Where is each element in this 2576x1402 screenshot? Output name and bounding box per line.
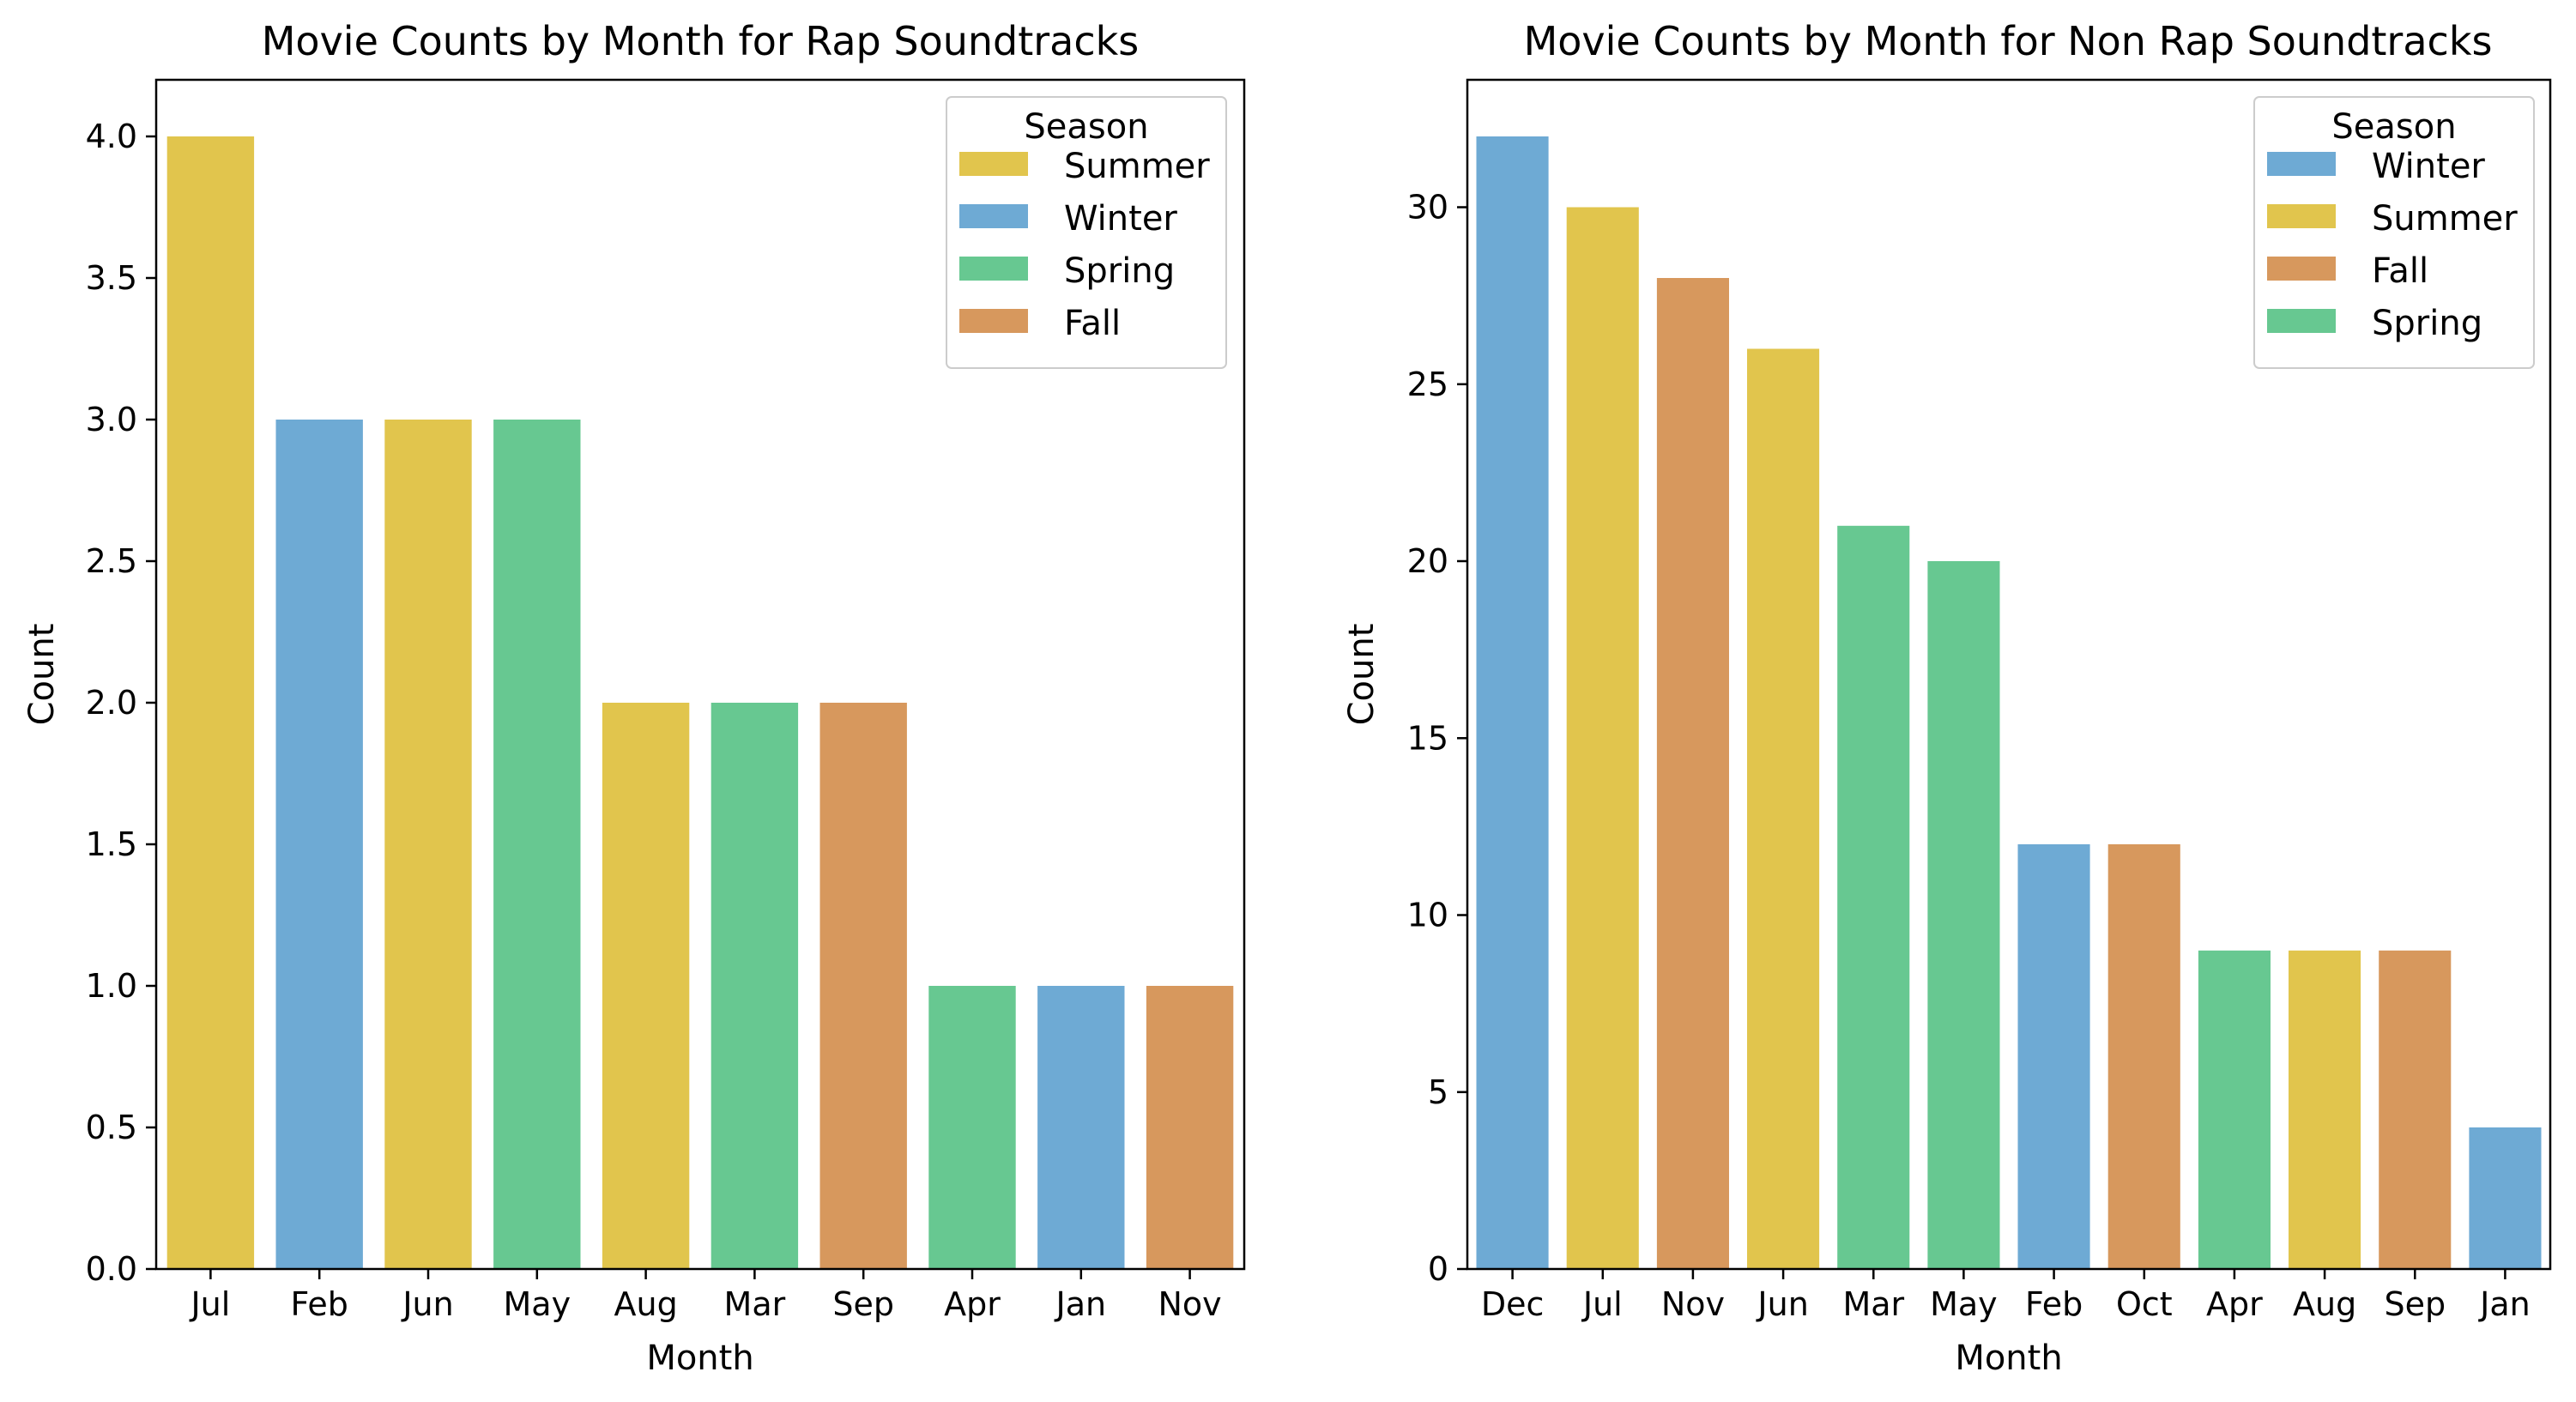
legend-label-summer: Summer bbox=[1064, 147, 1210, 186]
bar-jan bbox=[1037, 986, 1125, 1269]
bar-jan bbox=[2469, 1127, 2542, 1269]
x-tick-label: Apr bbox=[944, 1285, 1001, 1323]
y-tick-label: 10 bbox=[1407, 897, 1448, 934]
bar-aug bbox=[602, 703, 690, 1269]
bar-mar bbox=[1837, 525, 1910, 1270]
bar-sep bbox=[2379, 950, 2452, 1270]
y-tick-label: 0.5 bbox=[86, 1109, 137, 1146]
x-tick-label: Feb bbox=[2025, 1285, 2083, 1323]
bar-oct bbox=[2107, 844, 2180, 1269]
x-tick-label: Aug bbox=[614, 1285, 677, 1323]
legend-label-fall: Fall bbox=[2372, 251, 2428, 291]
bar-may bbox=[493, 420, 581, 1269]
x-tick-label: Jan bbox=[1055, 1285, 1107, 1323]
bar-nov bbox=[1146, 986, 1234, 1269]
y-tick-label: 15 bbox=[1407, 719, 1448, 757]
y-tick-label: 2.5 bbox=[86, 542, 137, 580]
x-tick-label: Jan bbox=[2478, 1285, 2531, 1323]
y-tick-label: 30 bbox=[1407, 189, 1448, 227]
bar-may bbox=[1927, 561, 2000, 1269]
legend-label-spring: Spring bbox=[2372, 304, 2482, 343]
y-tick-label: 3.0 bbox=[86, 401, 137, 438]
legend-swatch-spring bbox=[2267, 309, 2336, 333]
legend-swatch-summer bbox=[959, 152, 1028, 176]
x-tick-label: Aug bbox=[2293, 1285, 2356, 1323]
y-axis-label: Count bbox=[1342, 624, 1382, 726]
y-axis-label: Count bbox=[22, 624, 62, 726]
x-tick-label: Oct bbox=[2116, 1285, 2173, 1323]
x-axis-ticks: Dec Jul Nov Jun Mar May Feb Oct Apr Aug Sep Jan bbox=[1481, 1269, 2531, 1323]
legend-swatch-fall bbox=[2267, 257, 2336, 281]
bar-sep bbox=[819, 703, 907, 1269]
x-tick-label: Nov bbox=[1158, 1285, 1222, 1323]
legend-label-spring: Spring bbox=[1064, 251, 1175, 291]
chart-non-rap-soundtracks: Movie Counts by Month for Non Rap Soundt… bbox=[1342, 18, 2552, 1378]
y-tick-label: 0.0 bbox=[86, 1250, 137, 1288]
chart-rap-soundtracks: Movie Counts by Month for Rap Soundtrack… bbox=[22, 18, 1246, 1378]
x-axis-ticks: Jul Feb Jun May Aug Mar Sep Apr Jan Nov bbox=[189, 1269, 1222, 1323]
bar-feb bbox=[275, 420, 363, 1269]
bar-dec bbox=[1476, 136, 1549, 1269]
x-tick-label: Apr bbox=[2206, 1285, 2263, 1323]
x-axis-label: Month bbox=[646, 1339, 753, 1378]
x-tick-label: Jun bbox=[401, 1285, 453, 1323]
bar-jul bbox=[166, 136, 255, 1269]
x-axis-label: Month bbox=[1955, 1339, 2062, 1378]
bar-jun bbox=[384, 420, 472, 1269]
bar-mar bbox=[711, 703, 799, 1269]
legend-label-fall: Fall bbox=[1064, 304, 1121, 343]
y-tick-label: 20 bbox=[1407, 542, 1448, 580]
bar-jul bbox=[1566, 207, 1639, 1269]
legend: Season Winter Summer Fall Spring bbox=[2253, 96, 2535, 369]
legend-swatch-spring bbox=[959, 257, 1028, 281]
x-tick-label: Mar bbox=[1842, 1285, 1904, 1323]
y-tick-label: 3.5 bbox=[86, 259, 137, 297]
x-tick-label: Sep bbox=[832, 1285, 894, 1323]
legend-swatch-winter bbox=[959, 204, 1028, 228]
plot-frame bbox=[1466, 78, 2552, 1271]
bar-apr bbox=[2198, 950, 2271, 1270]
x-tick-label: May bbox=[1930, 1285, 1998, 1323]
y-tick-label: 4.0 bbox=[86, 118, 137, 155]
y-tick-label: 2.0 bbox=[86, 684, 137, 722]
x-tick-label: Mar bbox=[724, 1285, 786, 1323]
y-axis-ticks: 0.0 0.5 1.0 1.5 2.0 2.5 3.0 3.5 4.0 bbox=[86, 118, 156, 1288]
y-tick-label: 0 bbox=[1428, 1250, 1448, 1288]
bar-nov bbox=[1656, 278, 1729, 1269]
legend-title: Season bbox=[1024, 107, 1148, 147]
plot-frame bbox=[154, 78, 1246, 1271]
legend-items: Winter Summer Fall Spring bbox=[2267, 147, 2518, 343]
x-tick-label: Jun bbox=[1756, 1285, 1808, 1323]
bar-jun bbox=[1747, 348, 1820, 1269]
y-tick-label: 1.5 bbox=[86, 825, 137, 863]
legend-items: Summer Winter Spring Fall bbox=[959, 147, 1210, 343]
chart-title: Movie Counts by Month for Non Rap Soundt… bbox=[1524, 18, 2493, 64]
legend-swatch-summer bbox=[2267, 204, 2336, 228]
x-tick-label: Dec bbox=[1481, 1285, 1545, 1323]
bar-aug bbox=[2289, 950, 2361, 1270]
y-tick-label: 5 bbox=[1428, 1073, 1448, 1111]
legend-label-summer: Summer bbox=[2372, 199, 2518, 239]
y-tick-label: 1.0 bbox=[86, 967, 137, 1005]
legend-swatch-fall bbox=[959, 309, 1028, 333]
legend-label-winter: Winter bbox=[2372, 147, 2485, 186]
legend-swatch-winter bbox=[2267, 152, 2336, 176]
bars bbox=[166, 136, 1234, 1269]
x-tick-label: Jul bbox=[189, 1285, 230, 1323]
legend: Season Summer Winter Spring Fall bbox=[946, 96, 1227, 369]
legend-title: Season bbox=[2331, 107, 2456, 147]
bar-apr bbox=[928, 986, 1016, 1269]
legend-label-winter: Winter bbox=[1064, 199, 1177, 239]
x-tick-label: Jul bbox=[1581, 1285, 1623, 1323]
bars bbox=[1476, 136, 2542, 1270]
y-axis-ticks: 0 5 10 15 20 25 30 bbox=[1407, 189, 1467, 1288]
x-tick-label: Feb bbox=[291, 1285, 348, 1323]
x-tick-label: Nov bbox=[1661, 1285, 1725, 1323]
y-tick-label: 25 bbox=[1407, 366, 1448, 403]
chart-title: Movie Counts by Month for Rap Soundtrack… bbox=[262, 18, 1140, 64]
bar-feb bbox=[2017, 844, 2090, 1269]
x-tick-label: Sep bbox=[2384, 1285, 2446, 1323]
x-tick-label: May bbox=[504, 1285, 571, 1323]
